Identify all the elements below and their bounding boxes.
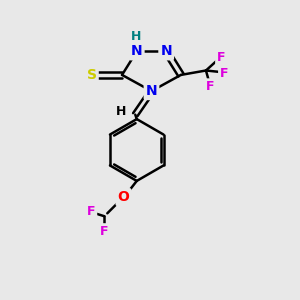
Text: F: F	[217, 51, 226, 64]
Text: F: F	[206, 80, 214, 93]
Text: H: H	[131, 30, 141, 43]
Text: F: F	[100, 225, 109, 238]
Text: O: O	[118, 190, 129, 204]
Text: S: S	[87, 68, 97, 82]
Text: N: N	[146, 84, 157, 98]
Text: H: H	[116, 105, 126, 118]
Text: N: N	[131, 44, 142, 58]
Text: N: N	[160, 44, 172, 58]
Text: F: F	[220, 67, 229, 80]
Text: F: F	[87, 205, 95, 218]
